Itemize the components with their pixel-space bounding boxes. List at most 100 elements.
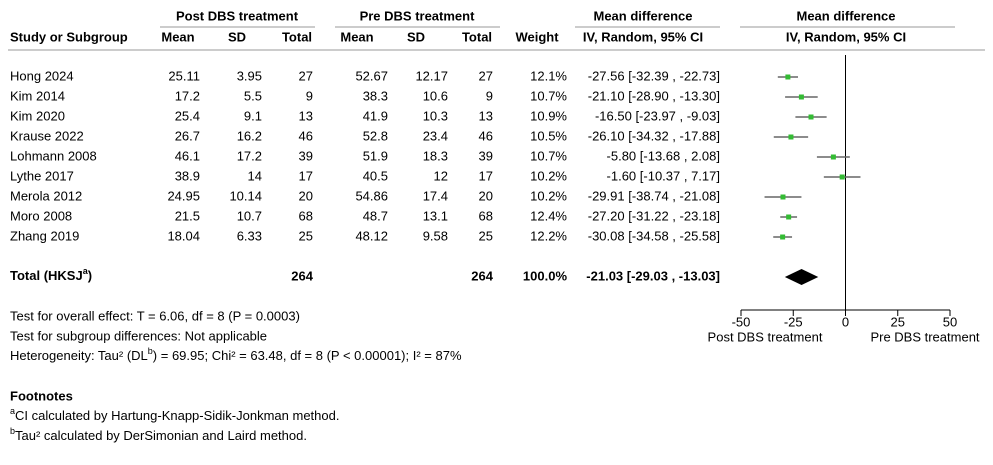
- group-header: Mean difference: [594, 8, 693, 23]
- cell: -21.10 [-28.90 , -13.30]: [588, 88, 720, 103]
- study-name: Zhang 2019: [10, 228, 79, 243]
- cell: 40.5: [363, 168, 388, 183]
- column-header: Total: [282, 29, 312, 44]
- cell: 10.7: [237, 208, 262, 223]
- cell: -27.56 [-32.39 , -22.73]: [588, 68, 720, 83]
- study-name: Lohmann 2008: [10, 148, 97, 163]
- subgroup-test: Test for subgroup differences: Not appli…: [10, 328, 267, 343]
- cell: 13: [299, 108, 313, 123]
- cell: 54.86: [355, 188, 388, 203]
- cell: 17.2: [237, 148, 262, 163]
- cell: 25: [479, 228, 493, 243]
- cell: 12: [434, 168, 448, 183]
- cell: 21.5: [175, 208, 200, 223]
- superscript: a: [10, 406, 15, 416]
- cell: -21.03 [-29.03 , -13.03]: [586, 268, 720, 283]
- study-name: Hong 2024: [10, 68, 74, 83]
- footnote: aCI calculated by Hartung-Knapp-Sidik-Jo…: [10, 406, 339, 423]
- cell: 25.4: [175, 108, 200, 123]
- point-estimate: [839, 174, 845, 180]
- cell: 10.9%: [530, 108, 567, 123]
- column-header: Total: [462, 29, 492, 44]
- cell: -26.10 [-34.32 , -17.88]: [588, 128, 720, 143]
- cell: 17: [299, 168, 313, 183]
- study-name: Krause 2022: [10, 128, 84, 143]
- study-name: Merola 2012: [10, 188, 82, 203]
- x-tick-label: -50: [732, 314, 751, 329]
- cell: 14: [248, 168, 262, 183]
- cell: 27: [299, 68, 313, 83]
- cell: 5.5: [244, 88, 262, 103]
- column-header: IV, Random, 95% CI: [786, 29, 906, 44]
- cell: 27: [479, 68, 493, 83]
- cell: 16.2: [237, 128, 262, 143]
- cell: 10.6: [423, 88, 448, 103]
- total-diamond: [784, 269, 819, 285]
- cell: 68: [479, 208, 493, 223]
- cell: 25: [299, 228, 313, 243]
- x-tick-label: 50: [943, 314, 957, 329]
- column-header: Mean: [161, 29, 194, 44]
- cell: -16.50 [-23.97 , -9.03]: [595, 108, 720, 123]
- column-header: Mean: [340, 29, 373, 44]
- cell: -30.08 [-34.58 , -25.58]: [588, 228, 720, 243]
- x-tick-label: -25: [784, 314, 803, 329]
- text: Heterogeneity: Tau² (DL: [10, 348, 148, 363]
- cell: 26.7: [175, 128, 200, 143]
- cell: 23.4: [423, 128, 448, 143]
- cell: 46: [299, 128, 313, 143]
- overall-effect: Test for overall effect: T = 6.06, df = …: [10, 308, 300, 323]
- cell: 9: [486, 88, 493, 103]
- cell: -5.80 [-13.68 , 2.08]: [607, 148, 720, 163]
- cell: 17: [479, 168, 493, 183]
- study-name: Kim 2014: [10, 88, 65, 103]
- cell: 18.04: [167, 228, 200, 243]
- group-header: Post DBS treatment: [176, 8, 299, 23]
- cell: 10.14: [229, 188, 262, 203]
- point-estimate: [780, 194, 786, 200]
- cell: 10.5%: [530, 128, 567, 143]
- cell: 12.4%: [530, 208, 567, 223]
- x-tick-label: 0: [842, 314, 849, 329]
- cell: 46: [479, 128, 493, 143]
- cell: 48.12: [355, 228, 388, 243]
- cell: -29.91 [-38.74 , -21.08]: [588, 188, 720, 203]
- cell: 3.95: [237, 68, 262, 83]
- cell: 264: [291, 268, 313, 283]
- study-name: Lythe 2017: [10, 168, 74, 183]
- cell: 39: [299, 148, 313, 163]
- cell: 39: [479, 148, 493, 163]
- text: ) = 69.95; Chi² = 63.48, df = 8 (P < 0.0…: [153, 348, 462, 363]
- cell: -27.20 [-31.22 , -23.18]: [588, 208, 720, 223]
- cell: 17.4: [423, 188, 448, 203]
- point-estimate: [798, 94, 804, 100]
- footnotes-title: Footnotes: [10, 388, 73, 403]
- cell: 51.9: [363, 148, 388, 163]
- cell: 25.11: [168, 68, 200, 83]
- total-label: Total (HKSJa): [10, 266, 92, 283]
- column-header: Study or Subgroup: [10, 29, 128, 44]
- text: Total (HKSJ: [10, 268, 83, 283]
- point-estimate: [808, 114, 814, 120]
- footnote: bTau² calculated by DerSimonian and Lair…: [10, 426, 307, 443]
- cell: 13.1: [423, 208, 448, 223]
- cell: 10.3: [423, 108, 448, 123]
- cell: 17.2: [175, 88, 200, 103]
- point-estimate: [785, 74, 791, 80]
- cell: 52.8: [363, 128, 388, 143]
- column-header: SD: [407, 29, 425, 44]
- cell: 10.7%: [530, 88, 567, 103]
- cell: 9.1: [244, 108, 262, 123]
- point-estimate: [780, 234, 786, 240]
- cell: 46.1: [175, 148, 200, 163]
- study-name: Kim 2020: [10, 108, 65, 123]
- text: ): [88, 268, 92, 283]
- cell: 38.9: [175, 168, 200, 183]
- group-header: Pre DBS treatment: [360, 8, 476, 23]
- x-tick-label: 25: [891, 314, 905, 329]
- cell: 20: [479, 188, 493, 203]
- cell: 6.33: [237, 228, 262, 243]
- cell: 10.7%: [530, 148, 567, 163]
- cell: 10.2%: [530, 168, 567, 183]
- cell: 9.58: [423, 228, 448, 243]
